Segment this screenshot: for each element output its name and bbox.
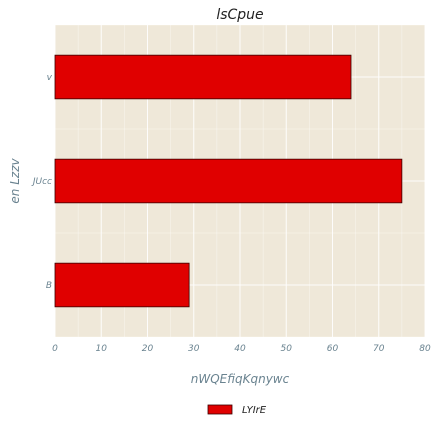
y-tick-labels: B JUcc v — [31, 73, 53, 291]
x-tick-label: 40 — [234, 344, 246, 354]
x-tick-labels: 0 10 20 30 40 50 60 70 80 — [52, 344, 431, 354]
x-tick-label: 50 — [281, 344, 293, 354]
x-tick-label: 10 — [96, 344, 108, 354]
x-tick-label: 0 — [52, 344, 58, 354]
x-axis-label: nWQEfiqKqnywc — [191, 372, 290, 386]
y-tick-label: JUcc — [31, 177, 52, 187]
x-tick-label: 80 — [419, 344, 431, 354]
x-tick-label: 60 — [327, 344, 339, 354]
legend-label: LYIrE — [242, 405, 267, 416]
bars — [54, 54, 403, 308]
bar-v — [54, 54, 352, 100]
bar-B — [54, 262, 190, 308]
y-tick-label: B — [46, 281, 52, 291]
y-tick-label: v — [47, 73, 53, 83]
chart-title: lsCpue — [216, 7, 263, 23]
x-tick-label: 20 — [142, 344, 154, 354]
y-axis-label: en Lzzv — [8, 158, 22, 204]
legend: LYIrE — [207, 404, 267, 416]
x-tick-label: 70 — [373, 344, 385, 354]
legend-swatch — [207, 404, 233, 415]
bar-JUcc — [54, 158, 403, 204]
x-tick-label: 30 — [188, 344, 200, 354]
